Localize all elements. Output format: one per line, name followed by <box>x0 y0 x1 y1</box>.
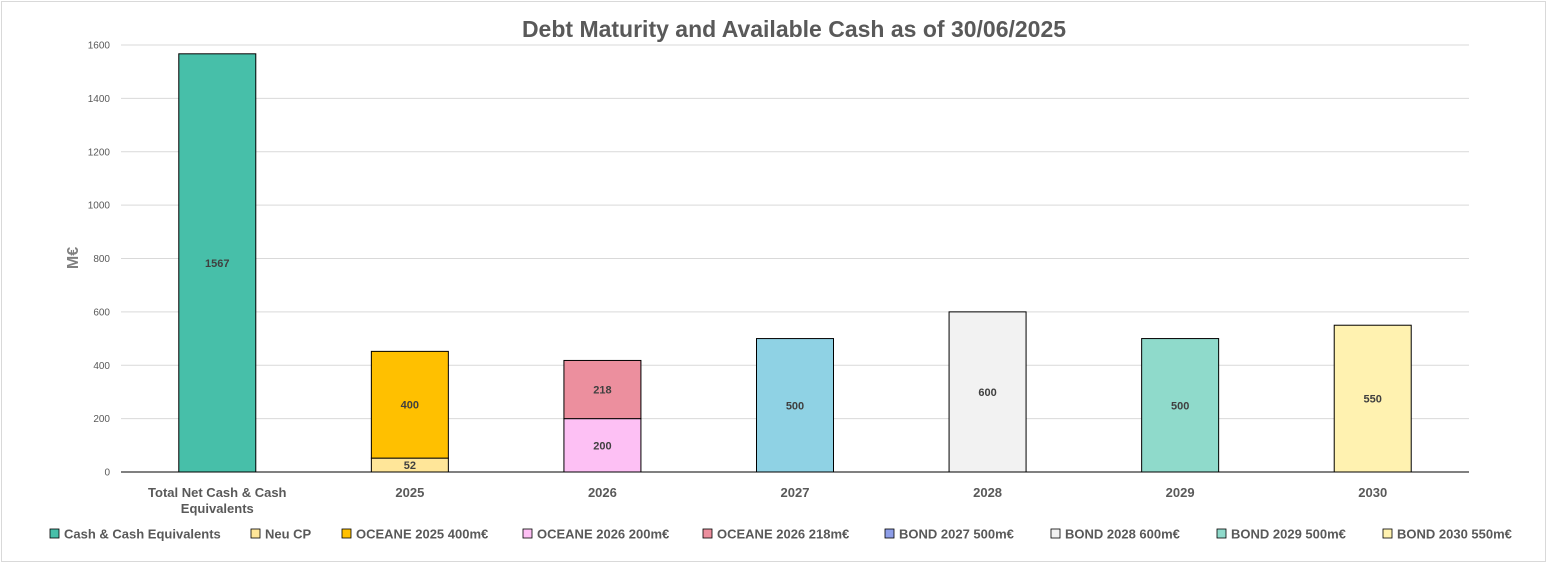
legend-swatch <box>884 528 895 539</box>
data-labels: 1567 52 400 200 218 500 600 500 550 <box>205 258 1382 472</box>
x-tick-label: 2026 <box>588 485 617 500</box>
y-tick-label: 400 <box>93 361 110 372</box>
x-tick-label: 2027 <box>781 485 810 500</box>
y-axis-label: M€ <box>65 247 82 269</box>
data-label: 400 <box>401 400 419 412</box>
legend-swatch <box>1382 528 1393 539</box>
legend-swatch <box>1216 528 1227 539</box>
x-tick-label: 2025 <box>395 485 424 500</box>
chart-title: Debt Maturity and Available Cash as of 3… <box>522 16 1066 42</box>
data-label: 500 <box>1171 400 1189 412</box>
data-label: 550 <box>1364 394 1382 406</box>
bar-segment <box>1141 338 1220 473</box>
y-tick-label: 200 <box>93 414 110 425</box>
y-tick-label: 1000 <box>88 201 111 212</box>
legend-label: BOND 2029 500m€ <box>1231 527 1346 542</box>
legend-swatch <box>702 528 713 539</box>
legend-label: BOND 2028 600m€ <box>1065 527 1180 542</box>
x-tick-label: 2028 <box>973 485 1002 500</box>
legend-swatch <box>341 528 352 539</box>
legend-label: BOND 2027 500m€ <box>899 527 1014 542</box>
bar-segment <box>178 53 257 473</box>
x-tick-label: Total Net Cash & Cash <box>148 485 287 500</box>
legend-label: OCEANE 2026 200m€ <box>537 527 669 542</box>
gridlines <box>121 44 1469 420</box>
y-tick-label: 1200 <box>88 147 111 158</box>
data-label: 1567 <box>205 258 229 270</box>
data-label: 218 <box>593 385 611 397</box>
legend-swatch <box>250 528 261 539</box>
bar-segment <box>756 338 834 473</box>
y-tick-label: 800 <box>93 254 110 265</box>
y-tick-label: 1400 <box>88 94 111 105</box>
legend-label: BOND 2030 550m€ <box>1397 527 1512 542</box>
x-tick-label: 2030 <box>1358 485 1387 500</box>
bar-segment <box>948 311 1027 473</box>
legend-swatch <box>1050 528 1061 539</box>
data-label: 52 <box>404 460 416 472</box>
legend-label: OCEANE 2026 218m€ <box>717 527 849 542</box>
y-tick-label: 0 <box>104 468 110 479</box>
bar-segment <box>563 359 642 420</box>
y-tick-label: 600 <box>93 307 110 318</box>
bar-segment <box>563 418 642 473</box>
bar-segment <box>370 350 449 459</box>
bars <box>178 53 1412 473</box>
data-label: 200 <box>593 440 611 452</box>
legend-swatch <box>522 528 533 539</box>
bar-segment <box>1333 324 1412 473</box>
x-tick-label: Equivalents <box>181 501 254 516</box>
data-label: 500 <box>786 400 804 412</box>
data-label: 600 <box>978 387 996 399</box>
legend-label: OCEANE 2025 400m€ <box>356 527 488 542</box>
y-tick-label: 1600 <box>88 41 111 52</box>
legend-swatch <box>49 528 60 539</box>
legend: Cash & Cash Equivalents Neu CP OCEANE 2025… <box>49 527 1512 542</box>
x-tick-label: 2029 <box>1166 485 1195 500</box>
legend-label: Neu CP <box>265 527 312 542</box>
legend-label: Cash & Cash Equivalents <box>64 527 221 542</box>
y-axis-ticks: 0 200 400 600 800 1000 1200 1400 1600 <box>88 41 111 479</box>
